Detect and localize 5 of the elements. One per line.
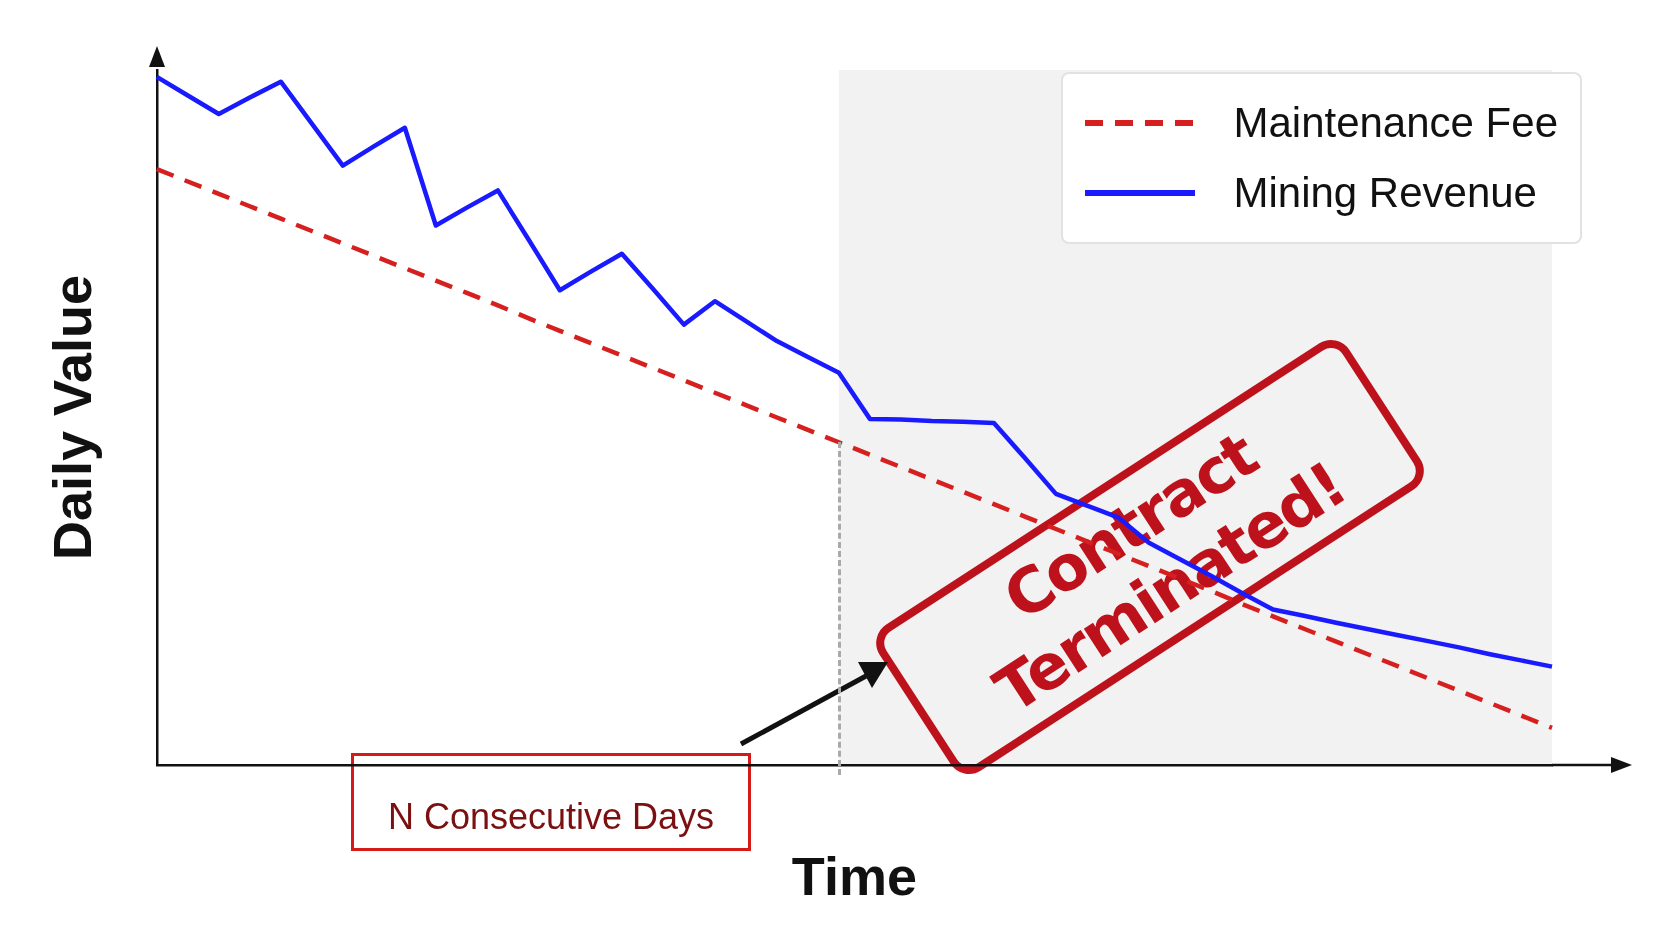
legend-label: Mining Revenue xyxy=(1233,169,1537,217)
legend-label: Maintenance Fee xyxy=(1233,99,1558,147)
y-axis-title: Daily Value xyxy=(42,274,103,561)
text: N Consecutive Days xyxy=(351,753,751,851)
x-axis-title: Time xyxy=(791,846,917,907)
